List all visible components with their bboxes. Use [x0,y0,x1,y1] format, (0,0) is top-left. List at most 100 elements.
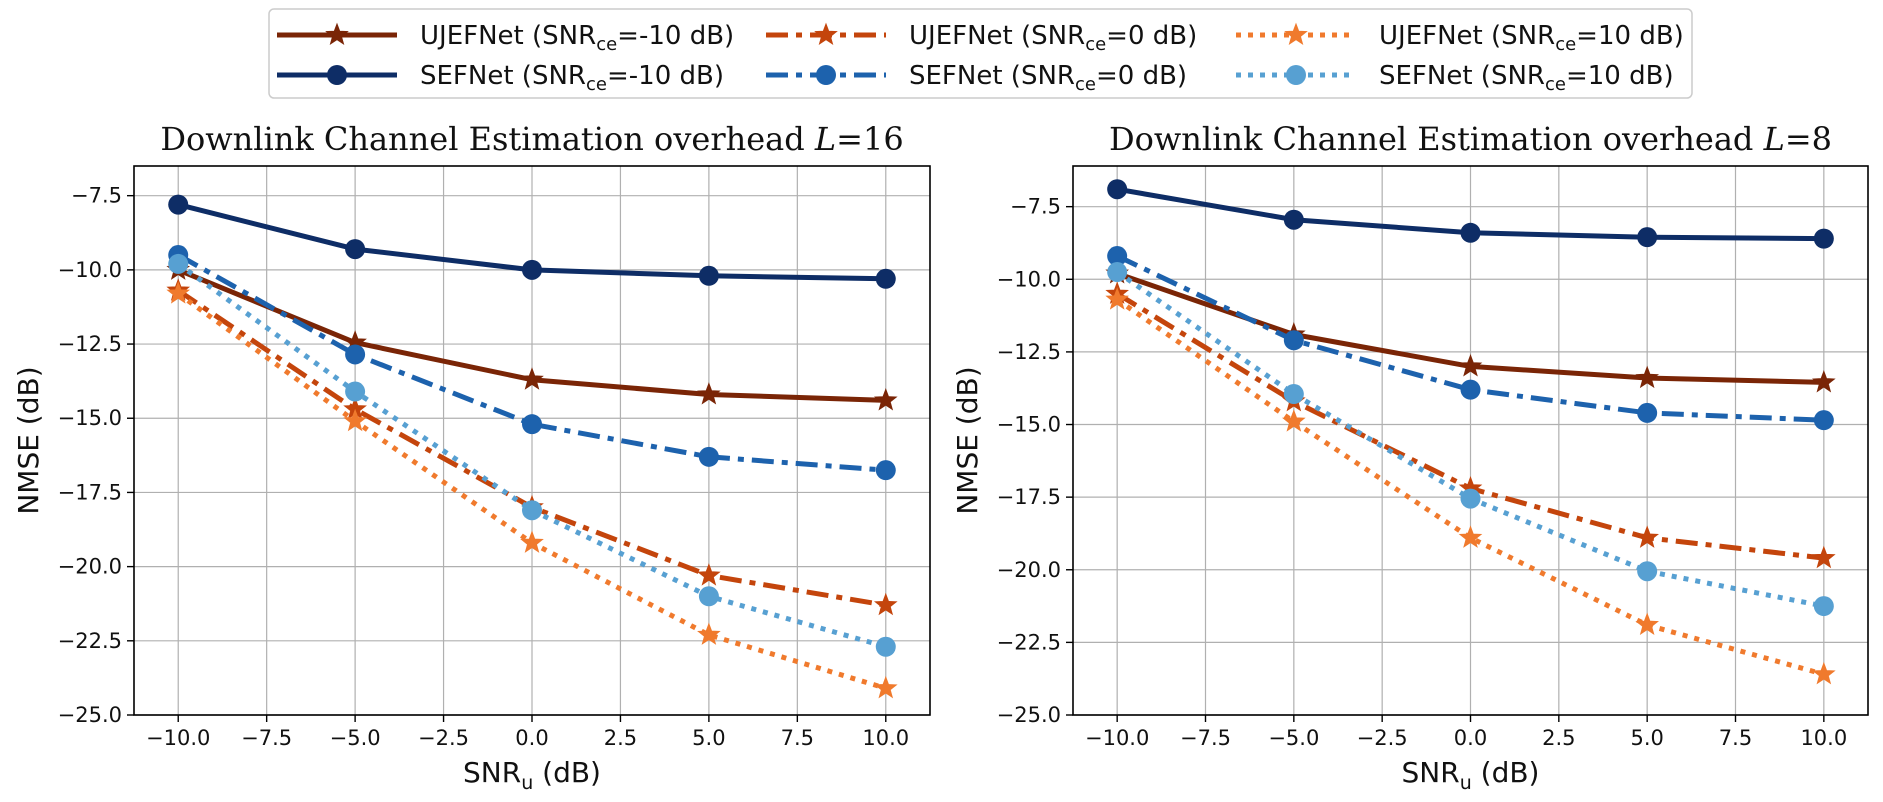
y-tick-label: −12.5 [997,340,1061,364]
legend-snr-value: 10 dB [1598,21,1674,51]
y-tick-label: −22.5 [997,630,1061,654]
data-point [1458,525,1483,548]
x-axis-label-text: SNR [463,756,521,789]
series-line [176,261,887,650]
x-tick-label: −2.5 [418,726,469,750]
legend-snr-value: -10 dB [639,21,724,51]
legend-snr-value: 0 dB [1128,21,1187,51]
legend-snr-sub: ce [1085,34,1106,55]
y-axis-label: NMSE (dB) [12,366,45,514]
grid [134,166,930,716]
x-tick-label: 7.5 [1719,726,1752,750]
x-tick-label: −2.5 [1357,726,1408,750]
x-axis-label: SNRu (dB) [1402,756,1540,794]
legend-marker [816,65,836,85]
data-point [1458,354,1483,377]
x-tick-label: 0.0 [515,726,548,750]
x-axis-label-sub: u [1460,772,1472,794]
data-point [166,281,191,304]
legend-marker [814,22,838,46]
x-tick-label: −10.0 [146,726,210,750]
data-point [345,344,366,365]
legend-entry-sefnet-snr-10: SEFNet (SNRce=10 dB) [1236,61,1674,95]
legend-label: SEFNet (SNRce=10 dB) [1379,61,1674,95]
data-point [522,500,542,521]
legend-entry-ujefnet-snr-0: UJEFNet (SNRce=0 dB) [766,21,1197,55]
y-tick-label: −10.0 [997,267,1061,291]
chart-title-val: =8 [1785,120,1832,158]
grid [1073,166,1868,716]
data-point [1812,369,1836,393]
legend-equals: = [607,61,629,91]
legend-net-name: SEFNet [420,61,514,91]
y-axis-label: NMSE (dB) [951,366,984,514]
y-tick-label: −17.5 [997,485,1061,509]
x-tick-label: 2.5 [1542,726,1575,750]
legend-snr-prefix: SNR [1491,61,1545,91]
y-tick-label: −20.0 [58,555,122,579]
y-tick-label: −10.0 [58,258,122,282]
series-sefnet-snr-minus10 [1107,179,1834,249]
chart-title: Downlink Channel Estimation overhead L=8 [1109,120,1832,158]
legend-entry-ujefnet-snr-minus10: UJEFNet (SNRce=-10 dB) [277,21,734,55]
series-ujefnet-snr-10 [1105,287,1836,685]
x-tick-label: −7.5 [241,726,292,750]
data-point [520,367,544,390]
data-point [873,675,898,699]
legend-snr-prefix: SNR [532,61,586,91]
data-point [697,382,721,405]
legend-equals: = [617,21,639,51]
data-point [522,259,542,280]
legend-net-name: SEFNet [1379,61,1473,91]
data-point [345,239,366,260]
data-point [698,265,719,286]
legend-snr-prefix: SNR [1031,21,1085,51]
data-point [875,268,896,289]
legend-label: SEFNet (SNRce=0 dB) [909,61,1187,95]
series-sefnet-snr-minus10 [168,194,896,289]
series-sefnet-snr-0 [1107,246,1834,431]
chart-right-L8: −10.0 −7.5 −5.0 −2.5 0.0 2.5 5.0 7.5 10.0 −25.0 −2… [951,120,1869,794]
data-point [873,388,898,411]
x-axis-label-unit: (dB) [533,756,601,789]
chart-title: Downlink Channel Estimation overhead L=1… [160,120,903,158]
x-tick-label: −5.0 [330,726,381,750]
legend-snr-sub: ce [1555,34,1576,55]
data-point [875,460,896,481]
data-point [1283,384,1304,405]
x-tick-label: 10.0 [1800,726,1847,750]
data-point [1635,612,1659,636]
data-point [345,381,366,402]
y-tick-label: −7.5 [1010,195,1061,219]
data-point [873,592,898,616]
data-point [1105,287,1129,310]
legend-label: UJEFNet (SNRce=-10 dB) [420,21,734,55]
series-sefnet-snr-0 [168,245,896,481]
x-tick-label: −5.0 [1268,726,1319,750]
legend-snr-sub: ce [1545,74,1566,95]
legend-snr-value: -10 dB [629,61,714,91]
x-tick-label: 0.0 [1454,726,1487,750]
data-point [1283,330,1304,351]
data-point [522,414,542,435]
data-point [1460,222,1481,243]
data-point [1282,409,1306,432]
data-point [697,622,721,645]
data-point [1637,561,1658,582]
data-point [1635,365,1659,389]
series-line [1115,297,1825,677]
x-axis-label-unit: (dB) [1472,756,1540,789]
legend-snr-sub: ce [586,74,607,95]
chart-left-L16: −10.0 −7.5 −5.0 −2.5 0.0 2.5 5.0 7.5 10.0 −25.0 −2… [12,120,931,794]
y-tick-label: −7.5 [71,184,122,208]
legend-marker [1286,65,1306,85]
legend-marker [325,22,349,46]
x-tick-label: 10.0 [862,726,909,750]
y-tick-label: −17.5 [58,480,122,504]
data-point [1813,596,1834,617]
legend-label: UJEFNet (SNRce=10 dB) [1379,21,1684,55]
data-point [1107,246,1128,267]
chart-title-text: Downlink Channel Estimation overhead [1109,120,1764,158]
data-point [1812,661,1836,685]
x-axis-label: SNRu (dB) [463,756,601,794]
